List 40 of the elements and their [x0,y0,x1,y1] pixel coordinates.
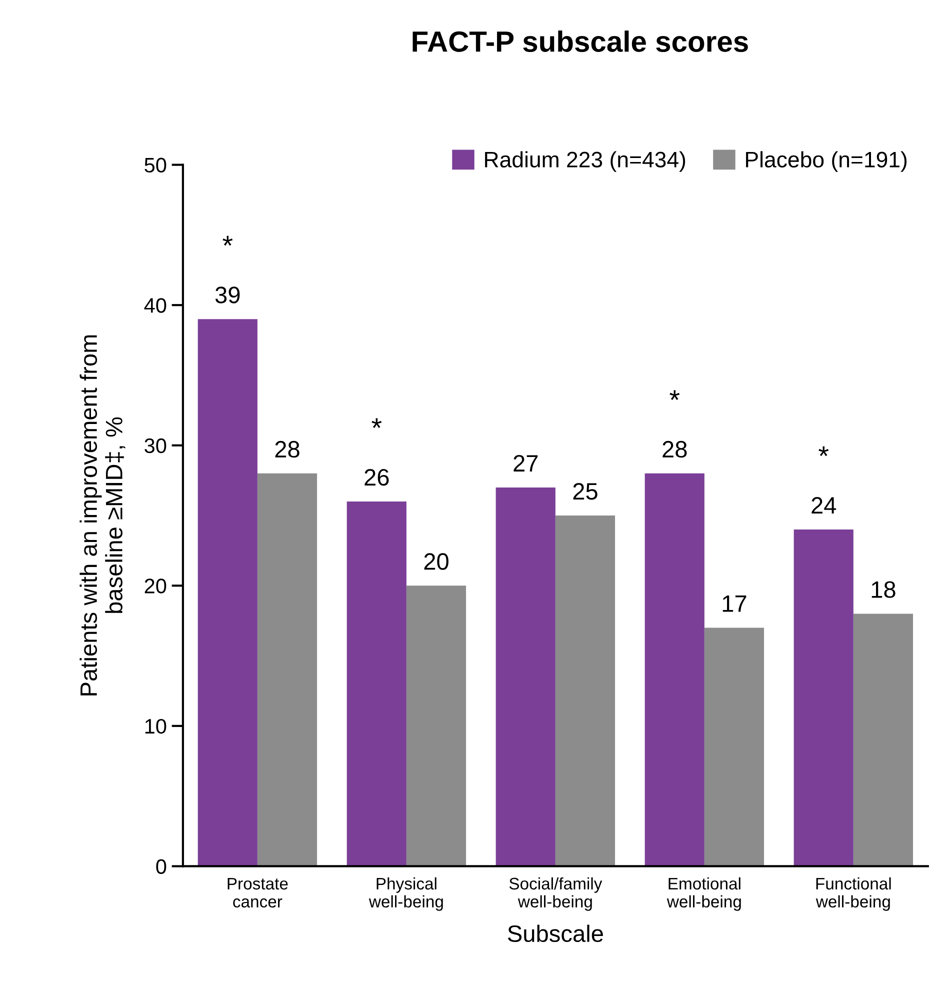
legend-label: Radium 223 (n=434) [485,151,686,172]
data-label: 28 [275,440,300,458]
bar [853,614,914,866]
bar [555,516,616,866]
bar [644,473,704,866]
y-tick-label: 0 [156,859,166,874]
data-label: 27 [514,454,538,472]
bar [406,586,466,866]
data-label: 24 [812,497,836,514]
data-label: 39 [215,286,240,304]
x-tick-label: Social/family well-being [509,877,602,911]
y-tick-label: 40 [144,298,166,313]
bar [198,319,258,866]
bar [794,530,854,866]
bar [496,487,556,866]
x-tick-label: Functional well-being [816,877,891,911]
data-label: 18 [872,581,896,598]
y-tick-label: 30 [144,438,166,454]
bar [257,473,318,866]
annotation: * [372,418,382,428]
data-label: 25 [573,483,598,500]
y-tick-label: 20 [144,578,166,594]
annotation: * [670,390,680,400]
data-label: 28 [662,440,687,458]
data-label: 17 [722,595,746,612]
annotation: * [818,446,829,456]
y-tick-label: 50 [144,158,166,173]
x-tick-label: Physical well-being [368,877,443,911]
bar [704,628,764,866]
data-label: 20 [424,553,448,570]
chart-title: FACT-P subscale scores [412,30,748,52]
x-tick-label: Prostate cancer [228,878,288,908]
bar [346,501,406,866]
x-tick-label: Emotional well-being [666,877,741,911]
y-axis-title: Patients with an improvement from baseline ≥MID‡, % [80,335,126,696]
x-axis-title: Subscale [508,924,603,942]
annotation: * [222,236,233,246]
legend-label: Placebo (n=191) [746,151,907,172]
y-tick-label: 10 [145,718,166,734]
data-label: 26 [364,468,389,486]
